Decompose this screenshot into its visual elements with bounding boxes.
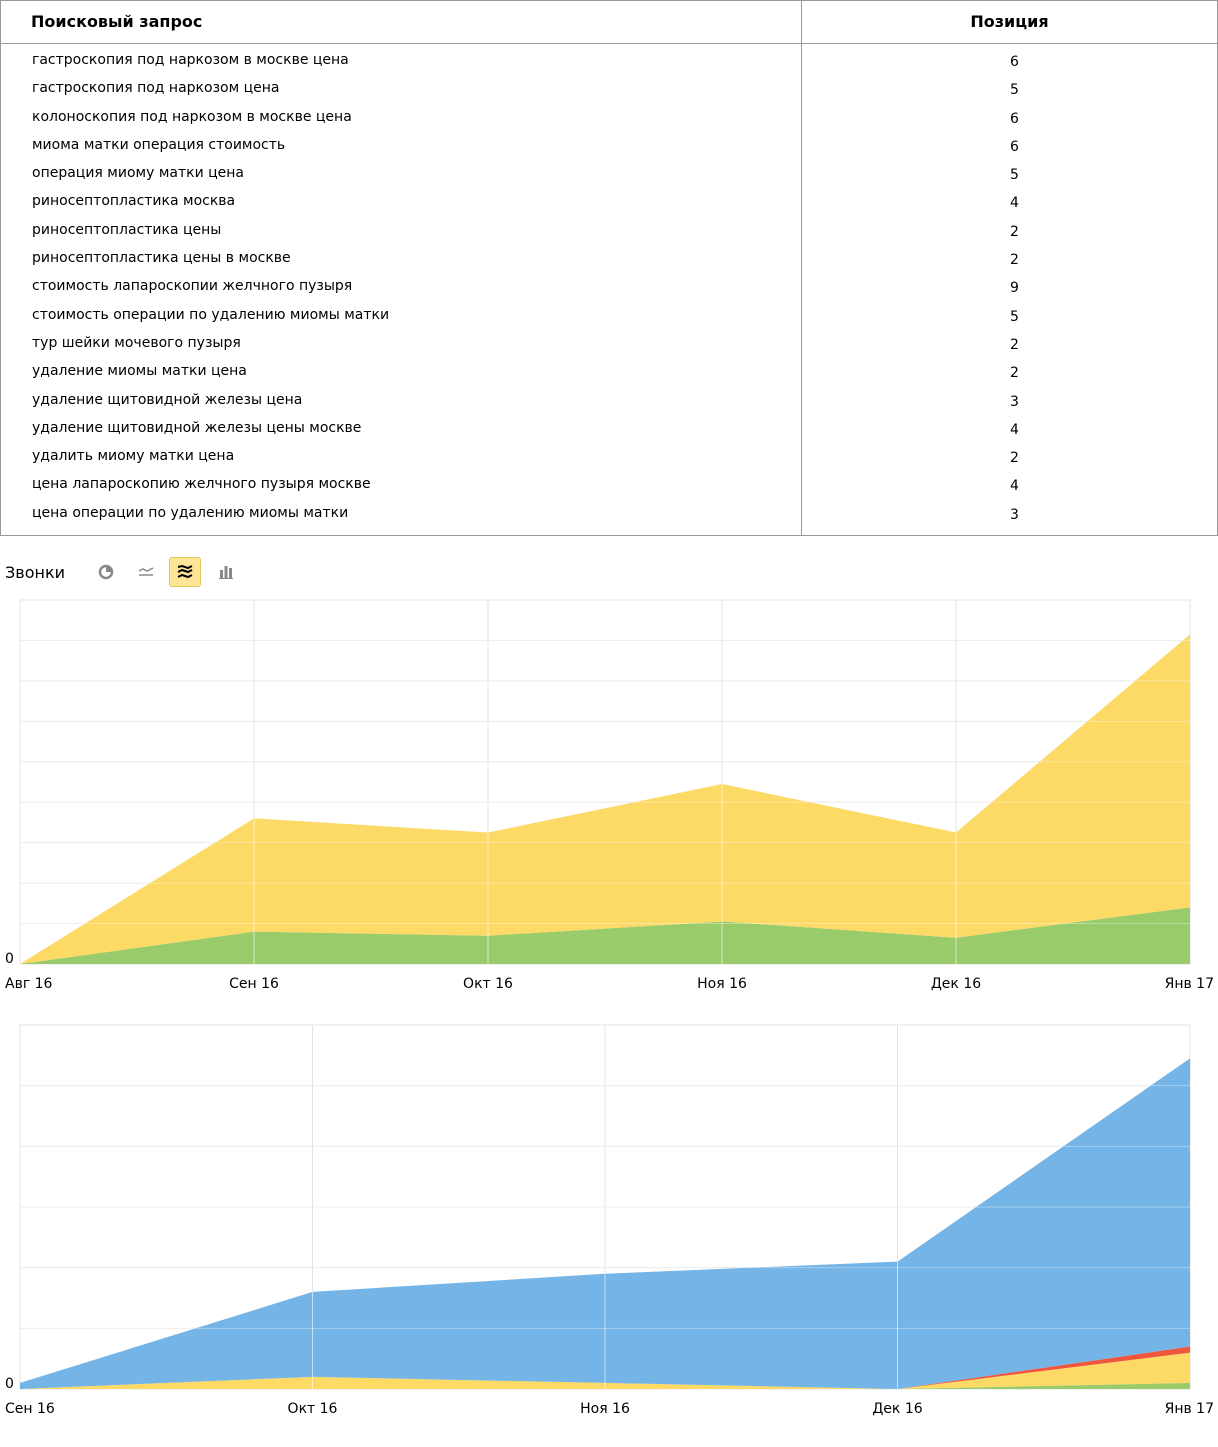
query-cell: стоимость операции по удалению миомы мат… [32,306,390,323]
position-cell: 6 [1010,138,1019,155]
table-row: колоноскопия под наркозом в москве цена 6 [1,104,1217,132]
x-tick-label: Окт 16 [463,976,513,992]
stacked-area-icon [177,564,193,579]
column-header-query[interactable]: Поисковый запрос [31,12,203,31]
position-cell: 5 [1010,82,1019,99]
query-cell: риносептопластика цены [32,221,222,238]
table-row: удаление щитовидной железы цены москве 4 [1,415,1217,443]
table-row: риносептопластика цены 2 [1,217,1217,245]
calls-chart-header: Звонки [0,556,400,590]
x-tick-label: Ноя 16 [580,1401,630,1417]
x-tick-label: Сен 16 [229,976,279,992]
position-cell: 4 [1010,195,1019,212]
position-cell: 2 [1010,450,1019,467]
table-row: удаление щитовидной железы цена 3 [1,387,1217,415]
sources-area-chart: 0 Сен 16 Окт 16 Ноя 16 Дек 16 Янв 17 [5,1024,1214,1417]
table-row: гастроскопия под наркозом в москве цена 6 [1,47,1217,75]
query-cell: гастроскопия под наркозом цена [32,80,280,97]
column-divider [801,1,802,535]
y-tick-label: 0 [5,1376,14,1392]
query-cell: гастроскопия под наркозом в москве цена [32,52,349,68]
table-row: стоимость лапароскопии желчного пузыря 9 [1,273,1217,301]
table-row: операция миому матки цена 5 [1,160,1217,188]
table-row: цена лапароскопию желчного пузыря москве… [1,471,1217,499]
position-cell: 9 [1010,280,1019,297]
area-series-1[interactable] [20,907,1190,964]
query-cell: операция миому матки цена [32,165,244,182]
query-cell: стоимость лапароскопии желчного пузыря [32,278,353,295]
position-cell: 5 [1010,308,1019,325]
pie-chart-icon [98,564,114,580]
position-cell: 2 [1010,336,1019,353]
position-cell: 2 [1010,223,1019,240]
query-cell: удаление щитовидной железы цены москве [32,419,362,436]
table-row: риносептопластика цены в москве 2 [1,245,1217,273]
query-cell: тур шейки мочевого пузыря [32,334,241,351]
position-cell: 6 [1010,110,1019,127]
position-cell: 3 [1010,506,1019,523]
x-tick-label: Ноя 16 [697,976,747,992]
x-tick-label: Окт 16 [288,1401,338,1417]
table-row: удаление миомы матки цена 2 [1,358,1217,386]
query-cell: цена операции по удалению миомы матки [32,504,349,521]
query-cell: удаление миомы матки цена [32,363,247,380]
query-cell: удалить миому матки цена [32,448,235,465]
query-cell: цена лапароскопию желчного пузыря москве [32,476,371,493]
table-row: стоимость операции по удалению миомы мат… [1,302,1217,330]
line-chart-button[interactable] [130,557,162,587]
pie-chart-button[interactable] [90,557,122,587]
table-row: удалить миому матки цена 2 [1,443,1217,471]
bar-chart-button[interactable] [210,557,242,587]
line-chart-icon [138,567,154,576]
x-tick-label: Янв 17 [1165,976,1214,992]
position-cell: 6 [1010,54,1019,70]
keyword-table: Поисковый запрос Позиция гастроскопия по… [0,0,1218,536]
x-tick-label: Дек 16 [872,1401,922,1417]
x-tick-label: Янв 17 [1165,1401,1214,1417]
position-cell: 4 [1010,421,1019,438]
query-cell: миома матки операция стоимость [32,136,286,153]
position-cell: 4 [1010,478,1019,495]
table-row: миома матки операция стоимость 6 [1,132,1217,160]
x-tick-label: Авг 16 [5,976,53,992]
table-header: Поисковый запрос Позиция [1,1,1217,44]
table-row: тур шейки мочевого пузыря 2 [1,330,1217,358]
area-series-1[interactable] [20,1382,1190,1389]
table-row: цена операции по удалению миомы матки 3 [1,500,1217,528]
x-tick-label: Дек 16 [931,976,981,992]
query-cell: риносептопластика цены в москве [32,250,291,267]
position-cell: 3 [1010,393,1019,410]
query-cell: удаление щитовидной железы цена [32,391,303,408]
position-cell: 2 [1010,365,1019,382]
x-tick-label: Сен 16 [5,1401,55,1417]
table-body: гастроскопия под наркозом в москве цена 6… [1,47,1217,528]
calls-area-chart: 0 Авг 16 Сен 16 Окт 16 Ноя 16 Дек 16 Янв 17 [5,599,1214,992]
position-cell: 5 [1010,167,1019,184]
bar-chart-icon [219,566,233,579]
table-row: риносептопластика москва 4 [1,188,1217,216]
query-cell: колоноскопия под наркозом в москве цена [32,108,352,125]
query-cell: риносептопластика москва [32,193,236,210]
position-cell: 2 [1010,252,1019,269]
y-tick-label: 0 [5,951,14,967]
calls-title: Звонки [5,563,65,582]
table-row: гастроскопия под наркозом цена 5 [1,75,1217,103]
column-header-position[interactable]: Позиция [970,12,1049,31]
stacked-area-button[interactable] [169,557,201,587]
area-series-2[interactable] [20,634,1190,964]
